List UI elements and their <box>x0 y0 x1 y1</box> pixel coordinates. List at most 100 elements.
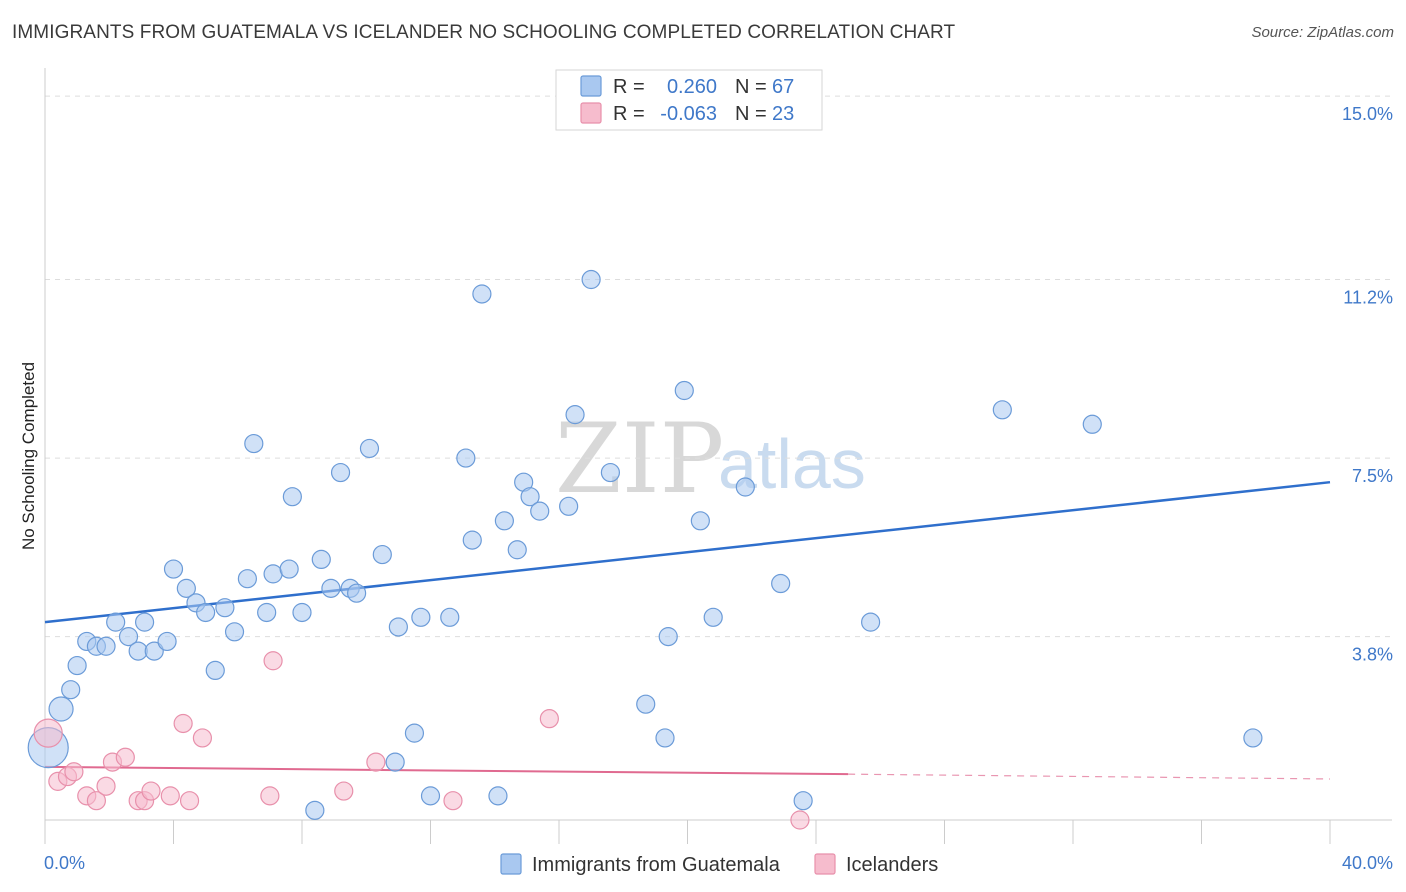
point-icelander <box>443 791 463 811</box>
point-icelander <box>263 651 283 671</box>
point-guatemala <box>144 641 164 661</box>
point-guatemala <box>703 607 723 627</box>
series-legend: Immigrants from Guatemala Icelanders <box>500 853 938 876</box>
point-guatemala <box>305 800 325 820</box>
trendlines <box>44 480 1331 780</box>
legend-swatch-icelanders <box>814 853 836 875</box>
point-guatemala <box>494 511 514 531</box>
point-guatemala <box>565 405 585 425</box>
point-guatemala <box>581 269 601 290</box>
point-guatemala <box>279 559 299 579</box>
legend-r-label-pink: R = <box>613 103 645 125</box>
point-guatemala <box>96 636 116 656</box>
point-guatemala <box>157 631 177 652</box>
point-guatemala <box>440 607 460 627</box>
point-guatemala <box>372 544 392 565</box>
source-credit: Source: ZipAtlas.com <box>1251 24 1394 41</box>
legend-n-value-pink: 23 <box>772 103 794 125</box>
point-guatemala <box>176 578 196 598</box>
point-guatemala <box>237 569 257 589</box>
point-guatemala <box>690 511 710 531</box>
x-tick-label: 40.0% <box>1342 853 1393 873</box>
point-icelander <box>192 728 213 748</box>
point-icelander <box>64 762 84 782</box>
point-guatemala <box>1082 414 1102 434</box>
legend-swatch-blue <box>580 75 602 97</box>
point-guatemala <box>771 573 791 594</box>
point-guatemala <box>311 549 331 570</box>
point-icelander <box>86 791 107 811</box>
point-icelander <box>790 810 810 830</box>
point-guatemala <box>793 791 813 811</box>
legend-n-label-pink: N = <box>735 103 767 125</box>
gridlines <box>45 95 1392 638</box>
point-guatemala <box>674 380 694 401</box>
point-guatemala <box>163 559 184 579</box>
point-guatemala <box>456 448 476 468</box>
point-guatemala <box>263 564 283 584</box>
trendline-icelanders-extension <box>848 773 1331 780</box>
axes <box>44 68 1392 844</box>
y-tick-label: 11.2% <box>1343 288 1393 308</box>
point-icelander <box>96 776 116 796</box>
trendline-icelanders <box>44 765 849 776</box>
point-icelander <box>366 752 386 772</box>
y-tick-label: 7.5% <box>1352 466 1393 486</box>
point-guatemala <box>655 728 675 748</box>
legend-r-value-blue: 0.260 <box>667 76 717 98</box>
point-icelander <box>334 781 354 801</box>
legend-swatch-guatemala <box>500 853 522 875</box>
point-guatemala <box>559 496 579 516</box>
point-guatemala <box>244 433 264 454</box>
point-icelander <box>173 713 193 734</box>
point-guatemala <box>992 400 1012 420</box>
legend-n-value-blue: 67 <box>772 76 794 98</box>
point-icelander <box>33 718 63 748</box>
point-guatemala <box>735 477 755 497</box>
point-guatemala <box>224 622 245 642</box>
point-guatemala <box>600 462 621 483</box>
y-tick-label: 15.0% <box>1342 104 1393 124</box>
legend-swatch-pink <box>580 102 602 124</box>
chart-title: IMMIGRANTS FROM GUATEMALA VS ICELANDER N… <box>12 22 956 43</box>
legend-stats-box: R = 0.260 N = 67 R = -0.063 N = 23 <box>555 69 823 131</box>
point-guatemala <box>462 530 482 550</box>
trendline-guatemala <box>44 480 1331 624</box>
point-guatemala <box>205 660 225 681</box>
legend-r-value-pink: -0.063 <box>660 103 717 125</box>
point-guatemala <box>658 627 678 647</box>
point-guatemala <box>128 641 148 661</box>
point-icelander <box>539 709 559 729</box>
point-icelander <box>141 781 161 801</box>
point-guatemala <box>61 680 81 700</box>
tick-labels: 3.8% 7.5% 11.2% 15.0% 0.0% 40.0% <box>44 104 1393 873</box>
point-guatemala <box>359 438 380 459</box>
legend-n-label-blue: N = <box>735 76 767 98</box>
y-tick-label: 3.8% <box>1352 645 1393 665</box>
point-guatemala <box>330 462 351 483</box>
point-guatemala <box>282 487 302 507</box>
point-guatemala <box>472 284 492 304</box>
point-guatemala <box>530 501 550 521</box>
data-points <box>27 269 1263 830</box>
point-guatemala <box>488 786 508 806</box>
point-icelander <box>260 786 280 806</box>
point-guatemala <box>257 602 277 623</box>
watermark-zip: ZIP <box>555 403 724 515</box>
point-guatemala <box>321 578 341 598</box>
point-guatemala <box>292 602 312 623</box>
point-guatemala <box>411 607 431 627</box>
point-guatemala <box>134 612 155 632</box>
point-guatemala <box>48 696 74 722</box>
point-guatemala <box>106 612 126 632</box>
point-guatemala <box>861 612 881 632</box>
point-guatemala <box>636 694 656 714</box>
point-guatemala <box>215 598 235 618</box>
point-guatemala <box>347 583 367 603</box>
point-guatemala <box>1243 728 1263 748</box>
point-guatemala <box>388 617 408 637</box>
point-guatemala <box>67 655 87 676</box>
point-guatemala <box>118 627 139 647</box>
point-guatemala <box>420 786 441 806</box>
